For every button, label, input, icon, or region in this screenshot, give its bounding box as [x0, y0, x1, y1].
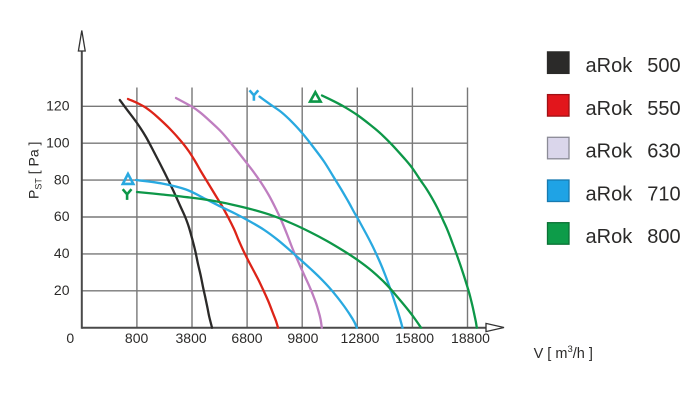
svg-text:12800: 12800: [341, 330, 380, 346]
svg-text:PST [ Pa ]: PST [ Pa ]: [26, 142, 44, 199]
svg-text:100: 100: [46, 135, 70, 151]
svg-text:80: 80: [54, 171, 70, 187]
svg-text:60: 60: [54, 208, 70, 224]
svg-text:18800: 18800: [451, 330, 490, 346]
svg-text:3800: 3800: [176, 330, 207, 346]
svg-text:20: 20: [54, 282, 70, 298]
svg-text:800: 800: [125, 330, 149, 346]
svg-text:V [ m3/h ]: V [ m3/h ]: [534, 344, 593, 362]
svg-text:15800: 15800: [395, 330, 434, 346]
svg-text:0: 0: [66, 330, 74, 346]
svg-text:6800: 6800: [231, 330, 262, 346]
svg-text:40: 40: [54, 245, 70, 261]
svg-text:120: 120: [46, 97, 70, 113]
svg-text:9800: 9800: [287, 330, 318, 346]
